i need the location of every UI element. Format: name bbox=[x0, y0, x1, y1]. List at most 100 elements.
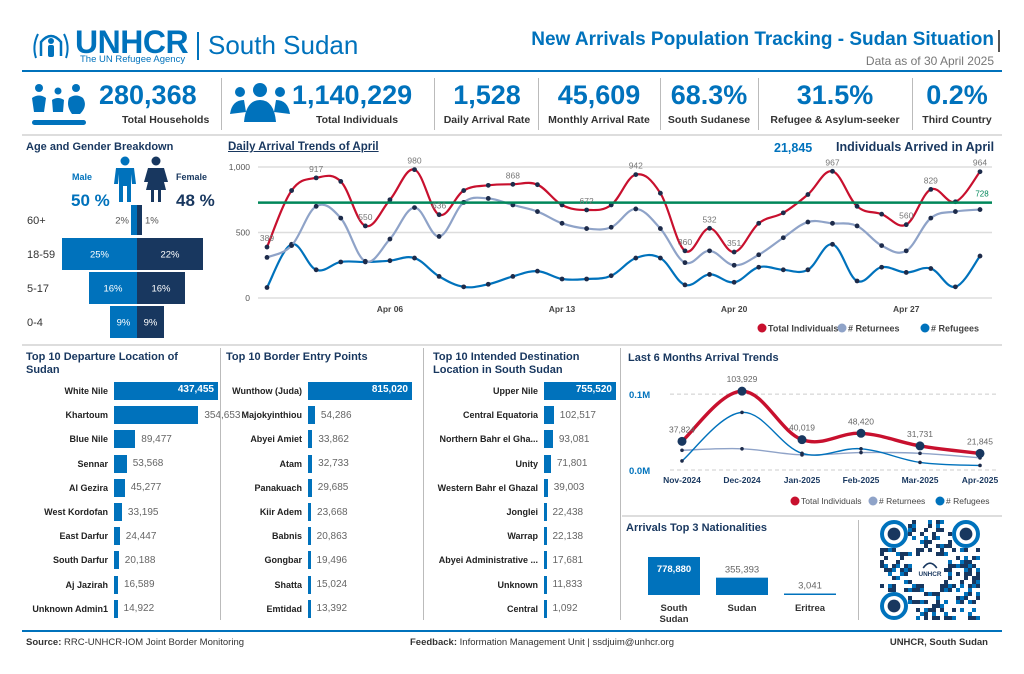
nationality-label: South Sudan bbox=[659, 603, 688, 625]
people-group-icon bbox=[230, 83, 290, 122]
legend-label: # Returnees bbox=[848, 324, 900, 334]
qr-module bbox=[964, 596, 968, 600]
kpi-households: 280,368 Total Households bbox=[22, 78, 220, 130]
bar bbox=[544, 406, 554, 425]
bar-row: Western Bahr el Ghazal 39,003 bbox=[425, 478, 584, 497]
kpi-divider bbox=[538, 78, 539, 130]
mid-divider bbox=[22, 344, 1002, 346]
qr-module bbox=[944, 552, 948, 556]
age-gender-pyramid: 60+ 2% 1% 18-59 25% 22% 5-17 16% 16% 0-4 9% 9% bbox=[27, 205, 203, 338]
qr-module bbox=[952, 548, 956, 552]
data-label: 351 bbox=[727, 238, 741, 248]
qr-module bbox=[904, 572, 908, 576]
bar bbox=[544, 551, 547, 570]
bar-value-label: 29,685 bbox=[317, 482, 349, 494]
monthly-trend-chart: 0.0M 0.1M Nov-2024 Dec-2024 Jan-2025 Feb-2025… bbox=[629, 374, 999, 506]
qr-module bbox=[948, 616, 952, 620]
source-text: RRC-UNHCR-IOM Joint Border Monitoring bbox=[64, 637, 245, 648]
legend-marker bbox=[920, 323, 930, 333]
qr-module bbox=[884, 548, 888, 552]
qr-module bbox=[940, 544, 944, 548]
bar bbox=[308, 551, 311, 570]
x-tick-label: Apr-2025 bbox=[962, 475, 999, 485]
qr-code[interactable]: UNHCR bbox=[880, 520, 980, 620]
nationality-label: Sudan bbox=[727, 603, 756, 614]
qr-module bbox=[932, 532, 936, 536]
qr-module bbox=[920, 588, 924, 592]
data-point bbox=[707, 248, 712, 254]
data-label: 48,420 bbox=[848, 416, 874, 426]
male-bar bbox=[62, 238, 137, 270]
bar bbox=[308, 406, 315, 425]
kpi-divider bbox=[660, 78, 661, 130]
female-figure-icon bbox=[144, 156, 168, 202]
qr-module bbox=[972, 584, 976, 588]
kpi-third-country: 0.2% Third Country bbox=[913, 78, 1001, 130]
y-tick-label: 0.0M bbox=[629, 466, 650, 477]
qr-module bbox=[944, 568, 948, 572]
title-bar-right bbox=[998, 30, 1000, 52]
data-point bbox=[780, 267, 786, 273]
qr-module bbox=[944, 588, 948, 592]
qr-module bbox=[912, 588, 916, 592]
bar bbox=[308, 503, 312, 521]
qr-module bbox=[952, 608, 956, 612]
male-label: Male bbox=[72, 172, 93, 182]
qr-module bbox=[956, 596, 960, 600]
y-tick-label: 500 bbox=[236, 228, 250, 238]
data-label: 40,019 bbox=[789, 423, 815, 433]
qr-module bbox=[976, 572, 980, 576]
bar-category-label: Babnis bbox=[271, 531, 302, 542]
qr-module bbox=[968, 564, 972, 568]
qr-module bbox=[924, 600, 928, 604]
qr-module bbox=[904, 588, 908, 592]
right-divider bbox=[622, 515, 1002, 517]
data-label: 31,731 bbox=[907, 429, 933, 439]
qr-module bbox=[948, 564, 952, 568]
qr-module bbox=[904, 580, 908, 584]
bar-row: Unknown Admin1 14,922 bbox=[22, 599, 154, 618]
qr-module bbox=[896, 564, 900, 568]
legend-marker bbox=[935, 496, 945, 506]
bar-row: Atam 32,733 bbox=[222, 454, 349, 473]
kpi-households-label: Total Households bbox=[122, 114, 210, 126]
qr-module bbox=[896, 552, 900, 556]
nationality-bar bbox=[648, 557, 700, 595]
monthly-chart-title: Last 6 Months Arrival Trends bbox=[628, 352, 779, 364]
nationality-value-label: 778,880 bbox=[657, 564, 691, 575]
bar-row: Upper Nile 755,520 bbox=[425, 382, 616, 400]
qr-module bbox=[908, 524, 912, 528]
data-point bbox=[830, 241, 835, 247]
data-point bbox=[313, 175, 319, 181]
data-point bbox=[584, 226, 590, 231]
qr-module bbox=[884, 556, 888, 560]
qr-module bbox=[948, 532, 952, 536]
data-label: 560 bbox=[899, 211, 913, 221]
data-label: 672 bbox=[580, 196, 594, 206]
qr-module bbox=[976, 548, 980, 552]
data-point bbox=[313, 267, 319, 273]
qr-module bbox=[968, 568, 972, 572]
bar-category-label: Unknown Admin1 bbox=[32, 603, 108, 614]
data-point bbox=[854, 278, 860, 284]
qr-module bbox=[968, 588, 972, 592]
age-group-label: 0-4 bbox=[27, 317, 43, 329]
x-tick-label: Feb-2025 bbox=[843, 475, 880, 485]
qr-module bbox=[964, 564, 968, 568]
data-point bbox=[977, 169, 983, 175]
qr-module bbox=[932, 604, 936, 608]
kpi-refugee-label: Refugee & Asylum-seeker bbox=[770, 114, 900, 126]
female-bar bbox=[137, 238, 203, 270]
bar-value-label: 24,447 bbox=[125, 530, 157, 542]
qr-module bbox=[892, 568, 896, 572]
qr-module bbox=[944, 612, 948, 616]
male-pct-label: 2% bbox=[115, 216, 129, 227]
qr-module bbox=[892, 576, 896, 580]
data-point bbox=[707, 272, 712, 277]
feedback-text[interactable]: Information Management Unit | ssdjuim@un… bbox=[459, 637, 674, 648]
qr-module bbox=[936, 592, 940, 596]
bar-value-label: 32,733 bbox=[318, 458, 349, 470]
qr-module bbox=[916, 600, 920, 604]
bar bbox=[544, 527, 547, 546]
bar-category-label: Atam bbox=[279, 458, 302, 469]
